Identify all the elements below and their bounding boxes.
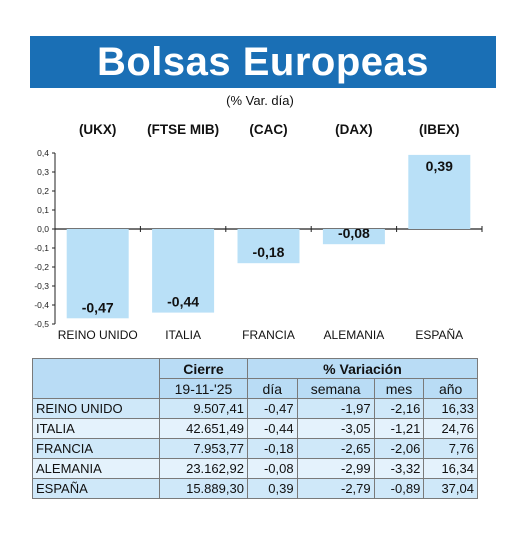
cell-anio: 37,04 [423, 478, 478, 499]
cell-semana: -2,79 [296, 478, 375, 499]
cell-semana: -1,97 [296, 398, 375, 419]
cell-anio: 7,76 [423, 438, 478, 459]
cell-semana: -2,99 [296, 458, 375, 479]
index-label: (CAC) [249, 122, 287, 137]
cell-semana: -3,05 [296, 418, 375, 439]
chart-subtitle: (% Var. día) [226, 93, 294, 108]
cell-dia: -0,44 [246, 418, 298, 439]
y-tick-label: 0,4 [37, 148, 49, 158]
header-anio: año [423, 378, 478, 399]
cell-cierre: 23.162,92 [159, 458, 248, 479]
row-name: REINO UNIDO [31, 398, 161, 419]
table-sub-header-row: 19-11-'25 día semana mes año [31, 378, 478, 399]
bar-italia [152, 229, 215, 313]
table-group-header-row: Cierre % Variación [31, 358, 479, 379]
cell-mes: -2,16 [373, 398, 425, 419]
data-label: -0,08 [338, 225, 370, 241]
index-label: (IBEX) [419, 122, 460, 137]
cell-cierre: 9.507,41 [159, 398, 248, 419]
category-label: FRANCIA [242, 328, 295, 342]
data-label: -0,47 [82, 299, 114, 315]
header-semana: semana [296, 378, 375, 399]
y-tick-label: 0,2 [37, 186, 49, 196]
y-tick-label: -0,3 [34, 281, 49, 291]
cell-anio: 16,34 [423, 458, 478, 479]
row-name: ITALIA [31, 418, 161, 439]
bar-francia [237, 229, 300, 264]
y-tick-label: -0,1 [34, 243, 49, 253]
y-tick-label: 0,3 [37, 167, 49, 177]
bar-españa [408, 154, 471, 229]
cell-anio: 16,33 [423, 398, 478, 419]
table-row: FRANCIA 7.953,77 -0,18 -2,65 -2,06 7,76 [31, 438, 478, 459]
table-corner-2 [31, 378, 161, 399]
cell-dia: 0,39 [246, 478, 298, 499]
header-variacion: % Variación [246, 358, 479, 379]
cell-dia: -0,18 [246, 438, 298, 459]
data-label: -0,44 [167, 294, 199, 310]
cell-cierre: 7.953,77 [159, 438, 248, 459]
data-table: Cierre % Variación 19-11-'25 día semana … [31, 358, 479, 499]
category-label: ALEMANIA [324, 328, 385, 342]
y-tick-label: -0,4 [34, 300, 49, 310]
table-row: ITALIA 42.651,49 -0,44 -3,05 -1,21 24,76 [31, 418, 478, 439]
bar-chart: 0,4 0,3 0,2 0,1 0,0 -0,1 -0,2 -0,3 -0,4 -0,5 -0,47… [34, 122, 483, 342]
table-corner [31, 358, 161, 379]
y-tick-label: -0,5 [34, 319, 49, 329]
cell-mes: -0,89 [373, 478, 425, 499]
row-name: FRANCIA [31, 438, 161, 459]
cell-anio: 24,76 [423, 418, 478, 439]
cell-cierre: 42.651,49 [159, 418, 248, 439]
cell-mes: -3,32 [373, 458, 425, 479]
cell-mes: -1,21 [373, 418, 425, 439]
table-row: REINO UNIDO 9.507,41 -0,47 -1,97 -2,16 16,33 [31, 398, 478, 419]
category-label: ITALIA [165, 328, 201, 342]
row-name: ESPAÑA [31, 478, 161, 499]
cell-dia: -0,08 [246, 458, 298, 479]
cell-semana: -2,65 [296, 438, 375, 459]
table-row: ALEMANIA 23.162,92 -0,08 -2,99 -3,32 16,34 [31, 458, 478, 479]
header-dia: día [246, 378, 298, 399]
table-row: ESPAÑA 15.889,30 0,39 -2,79 -0,89 37,04 [31, 478, 478, 499]
header-mes: mes [373, 378, 425, 399]
y-tick-label: 0,1 [37, 205, 49, 215]
y-tick-label: 0,0 [37, 224, 49, 234]
category-label: REINO UNIDO [58, 328, 138, 342]
category-label: ESPAÑA [415, 328, 463, 342]
y-tick-label: -0,2 [34, 262, 49, 272]
bar-alemania [322, 229, 385, 245]
row-name: ALEMANIA [31, 458, 161, 479]
cell-cierre: 15.889,30 [159, 478, 248, 499]
data-label: -0,18 [253, 244, 285, 260]
bar-reino-unido [66, 229, 129, 319]
chart-title: Bolsas Europeas [30, 36, 496, 88]
header-date: 19-11-'25 [159, 378, 248, 399]
index-label: (UKX) [79, 122, 117, 137]
cell-dia: -0,47 [246, 398, 298, 419]
header-cierre: Cierre [159, 358, 248, 379]
index-label: (FTSE MIB) [147, 122, 219, 137]
index-label: (DAX) [335, 122, 373, 137]
data-label: 0,39 [426, 158, 453, 174]
cell-mes: -2,06 [373, 438, 425, 459]
